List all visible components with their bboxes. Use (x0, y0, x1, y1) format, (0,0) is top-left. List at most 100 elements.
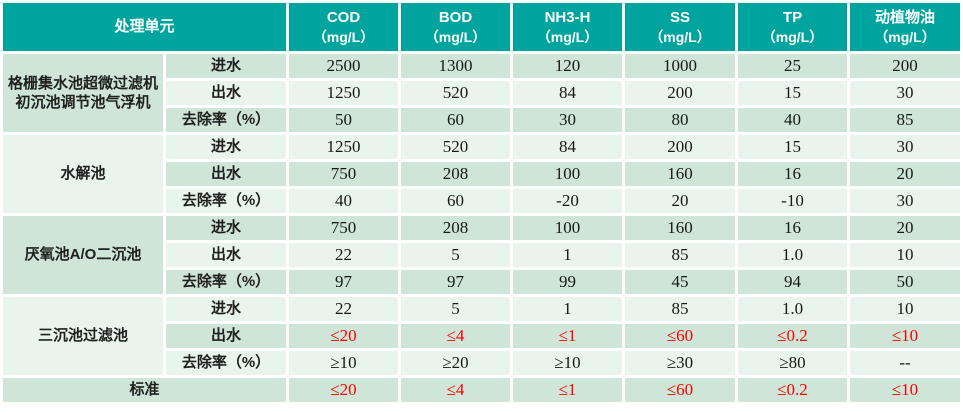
value-cell: 30 (850, 81, 961, 105)
value-cell: 208 (401, 216, 511, 240)
table-row: 去除率（%） ≥10 ≥20 ≥10 ≥30 ≥80 -- (3, 351, 961, 375)
value-cell: 16 (738, 162, 848, 186)
table-row: 格栅集水池超微过滤机初沉池调节池气浮机 进水 2500 1300 120 100… (3, 54, 961, 132)
value-cell: 84 (513, 135, 623, 159)
value-cell: 200 (625, 81, 736, 105)
table-row: 出水 22 5 1 85 1.0 10 (3, 243, 961, 267)
value-cell: 20 (850, 162, 961, 186)
value-cell: ≥20 (401, 351, 511, 375)
row-type-cell: 去除率（%） (166, 189, 287, 213)
row-type-cell: 进水 (166, 297, 287, 321)
value-cell: ≤60 (625, 324, 736, 348)
value-cell: 10 (850, 297, 961, 321)
value-cell: 50 (850, 270, 961, 294)
value-cell: -10 (738, 189, 848, 213)
value-cell: ≤10 (850, 378, 961, 402)
value-cell: 50 (289, 108, 399, 132)
value-cell: 80 (625, 108, 736, 132)
value-cell: 25 (738, 54, 848, 78)
row-type-cell: 去除率（%） (166, 270, 287, 294)
value-cell: ≤20 (289, 324, 399, 348)
value-cell: 16 (738, 216, 848, 240)
value-cell: 208 (401, 162, 511, 186)
value-cell: 20 (850, 216, 961, 240)
value-cell: 60 (401, 108, 511, 132)
table-row: 出水 1250 520 84 200 15 30 (3, 81, 961, 105)
value-cell: 200 (850, 54, 961, 78)
table-row: 水解池 进水 1250 520 84 200 15 30 (3, 135, 961, 213)
value-cell: 40 (289, 189, 399, 213)
header-col-nh3h: NH3-H （mg/L） (513, 3, 623, 51)
group-cell-hydrolysis: 水解池 (3, 135, 163, 213)
value-cell: ≤0.2 (738, 324, 848, 348)
value-cell: 60 (401, 189, 511, 213)
header-treatment-unit: 处理单元 (3, 3, 287, 51)
value-cell: ≤4 (401, 324, 511, 348)
row-type-cell: 进水 (166, 54, 287, 78)
value-cell: 160 (625, 162, 736, 186)
table-row: 去除率（%） 97 97 99 45 94 50 (3, 270, 961, 294)
row-type-cell: 出水 (166, 324, 287, 348)
value-cell: 5 (401, 243, 511, 267)
standard-row: 标准 ≤20 ≤4 ≤1 ≤60 ≤0.2 ≤10 (3, 378, 961, 402)
row-type-cell: 出水 (166, 81, 287, 105)
value-cell: ≥80 (738, 351, 848, 375)
value-cell: ≤4 (401, 378, 511, 402)
row-type-cell: 出水 (166, 243, 287, 267)
value-cell: ≤10 (850, 324, 961, 348)
value-cell: 40 (738, 108, 848, 132)
table-row: 去除率（%） 50 60 30 80 40 85 (3, 108, 961, 132)
value-cell: 94 (738, 270, 848, 294)
table-row: 厌氧池A/O二沉池 进水 750 208 100 160 16 20 (3, 216, 961, 294)
value-cell: 22 (289, 297, 399, 321)
group-cell-tertiary-filter: 三沉池过滤池 (3, 297, 163, 375)
value-cell: 85 (625, 243, 736, 267)
row-type-cell: 进水 (166, 216, 287, 240)
value-cell: 520 (401, 81, 511, 105)
value-cell: ≤1 (513, 378, 623, 402)
value-cell: 85 (625, 297, 736, 321)
header-col-oil: 动植物油 （mg/L） (850, 3, 961, 51)
table-row-limits: 出水 ≤20 ≤4 ≤1 ≤60 ≤0.2 ≤10 (3, 324, 961, 348)
table-row: 去除率（%） 40 60 -20 20 -10 30 (3, 189, 961, 213)
value-cell: 20 (625, 189, 736, 213)
header-col-tp: TP （mg/L） (738, 3, 848, 51)
value-cell: 30 (513, 108, 623, 132)
value-cell: ≥10 (289, 351, 399, 375)
header-row: 处理单元 COD （mg/L） BOD （mg/L） NH3-H （mg/L） SS （… (3, 3, 961, 51)
value-cell: 22 (289, 243, 399, 267)
value-cell: ≤1 (513, 324, 623, 348)
header-col-ss: SS （mg/L） (625, 3, 736, 51)
value-cell: 97 (289, 270, 399, 294)
standard-label-cell: 标准 (3, 378, 287, 402)
value-cell: ≤0.2 (738, 378, 848, 402)
value-cell: 45 (625, 270, 736, 294)
value-cell: 160 (625, 216, 736, 240)
value-cell: 1250 (289, 135, 399, 159)
value-cell: 2500 (289, 54, 399, 78)
value-cell: 97 (401, 270, 511, 294)
value-cell: 15 (738, 81, 848, 105)
value-cell: 1.0 (738, 243, 848, 267)
value-cell: 85 (850, 108, 961, 132)
value-cell: 1 (513, 243, 623, 267)
value-cell: 1300 (401, 54, 511, 78)
value-cell: ≥30 (625, 351, 736, 375)
value-cell: -20 (513, 189, 623, 213)
row-type-cell: 出水 (166, 162, 287, 186)
value-cell: 750 (289, 162, 399, 186)
value-cell: 750 (289, 216, 399, 240)
value-cell: 1 (513, 297, 623, 321)
row-type-cell: 去除率（%） (166, 351, 287, 375)
value-cell: 120 (513, 54, 623, 78)
value-cell: 10 (850, 243, 961, 267)
value-cell: 30 (850, 189, 961, 213)
value-cell: -- (850, 351, 961, 375)
value-cell: 520 (401, 135, 511, 159)
value-cell: 100 (513, 162, 623, 186)
value-cell: 84 (513, 81, 623, 105)
value-cell: 1.0 (738, 297, 848, 321)
value-cell: ≤20 (289, 378, 399, 402)
table-row: 三沉池过滤池 进水 22 5 1 85 1.0 10 (3, 297, 961, 375)
